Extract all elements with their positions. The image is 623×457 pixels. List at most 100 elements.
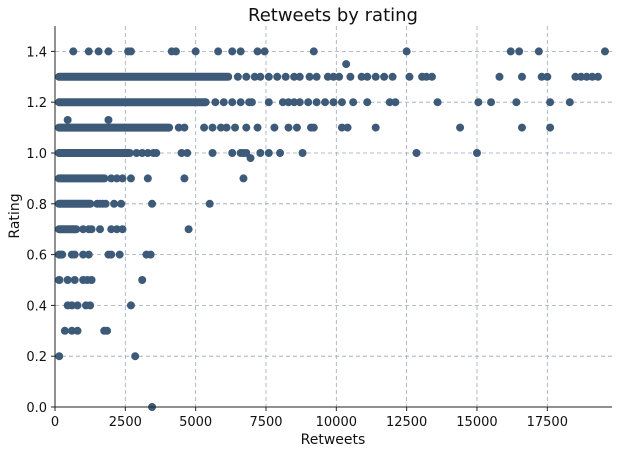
y-tick-label: 1.4 bbox=[26, 45, 47, 60]
data-point bbox=[412, 149, 421, 157]
data-point bbox=[228, 98, 237, 107]
data-point bbox=[537, 72, 546, 81]
data-point bbox=[295, 98, 304, 107]
data-point bbox=[427, 72, 436, 81]
data-point bbox=[335, 72, 344, 81]
data-point bbox=[571, 72, 580, 81]
data-point bbox=[216, 123, 225, 132]
data-point bbox=[86, 301, 95, 310]
x-tick-label: 12500 bbox=[386, 415, 427, 430]
data-point bbox=[487, 98, 496, 107]
data-point bbox=[214, 47, 223, 56]
data-point bbox=[208, 123, 217, 132]
data-point bbox=[323, 72, 332, 81]
data-point bbox=[73, 326, 82, 335]
data-point bbox=[228, 47, 237, 56]
data-point bbox=[495, 72, 504, 81]
data-point bbox=[256, 149, 265, 157]
data-point bbox=[110, 199, 119, 208]
data-point bbox=[131, 352, 140, 361]
data-point bbox=[101, 199, 110, 208]
data-point bbox=[228, 149, 237, 157]
x-tick-label: 7500 bbox=[249, 415, 282, 430]
data-point bbox=[242, 72, 251, 81]
data-point bbox=[253, 47, 262, 56]
y-tick-label: 0.2 bbox=[26, 350, 47, 365]
data-point bbox=[118, 174, 127, 183]
data-point bbox=[264, 149, 273, 157]
data-point bbox=[385, 98, 394, 107]
y-tick-label: 1.0 bbox=[26, 147, 47, 162]
data-point bbox=[107, 225, 116, 234]
data-point bbox=[115, 250, 124, 259]
data-point bbox=[73, 301, 82, 310]
data-point bbox=[200, 123, 209, 132]
data-point bbox=[250, 72, 259, 81]
data-point bbox=[312, 98, 321, 107]
data-point bbox=[104, 115, 113, 124]
data-point bbox=[148, 199, 157, 208]
data-point bbox=[312, 72, 321, 81]
data-point bbox=[87, 276, 96, 284]
data-point bbox=[343, 123, 352, 132]
data-point bbox=[278, 98, 287, 107]
y-tick-label: 0.4 bbox=[26, 299, 47, 314]
data-point bbox=[117, 199, 126, 208]
data-point bbox=[433, 98, 442, 107]
data-point bbox=[63, 115, 72, 124]
data-point bbox=[506, 47, 515, 56]
data-point bbox=[543, 72, 552, 81]
data-point bbox=[270, 123, 279, 132]
data-point bbox=[67, 326, 76, 335]
data-point bbox=[222, 123, 231, 132]
data-point bbox=[515, 47, 524, 56]
data-point bbox=[565, 98, 574, 107]
data-point bbox=[63, 276, 72, 284]
data-point bbox=[546, 123, 555, 132]
data-point bbox=[305, 72, 314, 81]
data-point bbox=[329, 98, 338, 107]
data-point bbox=[474, 98, 483, 107]
data-point bbox=[126, 174, 135, 183]
data-point bbox=[236, 47, 245, 56]
data-point bbox=[242, 123, 251, 132]
data-point bbox=[593, 72, 602, 81]
data-point bbox=[146, 250, 155, 259]
data-point bbox=[357, 72, 366, 81]
data-point bbox=[273, 72, 282, 81]
data-point bbox=[472, 149, 481, 157]
data-point bbox=[55, 352, 64, 361]
data-point bbox=[211, 98, 220, 107]
data-point bbox=[247, 98, 256, 107]
y-tick-label: 0.0 bbox=[26, 401, 47, 416]
x-tick-label: 10000 bbox=[316, 415, 357, 430]
data-point bbox=[107, 250, 116, 259]
data-point bbox=[292, 123, 301, 132]
data-point bbox=[87, 225, 96, 234]
data-point bbox=[180, 174, 189, 183]
dense-band-0-8 bbox=[55, 199, 95, 208]
data-point bbox=[180, 123, 189, 132]
data-point bbox=[84, 250, 93, 259]
chart-title: Retweets by rating bbox=[248, 5, 418, 26]
data-point bbox=[112, 225, 121, 234]
data-point bbox=[309, 123, 318, 132]
data-points bbox=[55, 47, 609, 411]
data-point bbox=[363, 98, 372, 107]
data-point bbox=[112, 174, 121, 183]
x-tick-label: 5000 bbox=[179, 415, 212, 430]
data-point bbox=[298, 149, 307, 157]
data-point bbox=[342, 60, 351, 69]
x-tick-label: 17500 bbox=[527, 415, 568, 430]
data-point bbox=[391, 98, 400, 107]
data-point bbox=[79, 250, 88, 259]
data-point bbox=[422, 72, 431, 81]
data-point bbox=[281, 72, 290, 81]
data-point bbox=[264, 98, 273, 107]
data-point bbox=[152, 149, 161, 157]
data-point bbox=[284, 123, 293, 132]
data-point bbox=[276, 149, 285, 157]
data-point bbox=[239, 174, 248, 183]
